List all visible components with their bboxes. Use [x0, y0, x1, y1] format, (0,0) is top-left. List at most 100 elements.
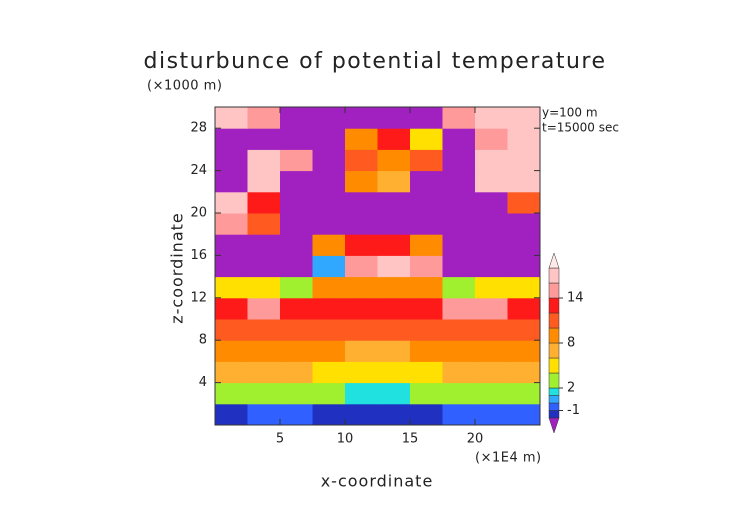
cell: [475, 361, 508, 384]
cell: [442, 276, 476, 299]
cell: [280, 340, 313, 362]
cell: [312, 128, 346, 150]
colorbar-band: [548, 402, 560, 411]
cell: [345, 255, 378, 278]
y-tick-label: 16: [190, 248, 207, 263]
cell: [377, 340, 411, 362]
x-tick-label: 15: [402, 432, 419, 447]
cell: [475, 340, 508, 362]
cell: [377, 403, 411, 426]
cell: [215, 403, 248, 426]
cell: [312, 234, 346, 256]
y-tick-label: 8: [199, 333, 207, 348]
cell: [280, 170, 313, 193]
cell: [345, 361, 378, 384]
cell: [215, 128, 248, 150]
cell: [442, 361, 476, 384]
cell: [507, 403, 541, 426]
cell: [475, 149, 508, 172]
cell: [410, 107, 443, 129]
cell: [377, 276, 411, 299]
cell: [215, 297, 248, 320]
cell: [475, 191, 508, 214]
cell: [215, 361, 248, 384]
cell: [345, 213, 378, 235]
cell: [377, 107, 411, 129]
colorbar-band: [548, 312, 560, 329]
cell: [215, 191, 248, 214]
annotation: y=100 m: [542, 106, 598, 120]
cell: [247, 276, 281, 299]
colorbar-band: [548, 372, 560, 389]
cell: [410, 255, 443, 278]
cell: [507, 213, 541, 235]
cell: [442, 213, 476, 235]
cell: [475, 255, 508, 278]
cell: [410, 319, 443, 341]
cell: [215, 213, 248, 235]
cell: [410, 276, 443, 299]
cell: [247, 107, 281, 129]
cell: [280, 276, 313, 299]
cell: [475, 107, 508, 129]
cell: [280, 234, 313, 256]
colorbar-under: [548, 417, 560, 434]
colorbar-tick-label: -1: [567, 403, 580, 418]
cell: [280, 297, 313, 320]
cell: [507, 128, 541, 150]
cell: [247, 128, 281, 150]
colorbar-band: [548, 327, 560, 344]
cell: [442, 234, 476, 256]
cell: [247, 403, 281, 426]
cell: [247, 170, 281, 193]
cell: [215, 255, 248, 278]
x-axis-label: x-coordinate: [321, 472, 434, 491]
cell: [507, 382, 541, 405]
cell: [507, 255, 541, 278]
cell: [442, 319, 476, 341]
cell: [247, 340, 281, 362]
cell: [345, 170, 378, 193]
colorbar-band: [548, 342, 560, 359]
colorbar-tick-label: 14: [567, 291, 584, 306]
cell: [247, 297, 281, 320]
cell: [507, 170, 541, 193]
cell: [410, 149, 443, 172]
x-tick-label: 20: [467, 432, 484, 447]
cell: [280, 255, 313, 278]
cell: [410, 170, 443, 193]
cell: [280, 403, 313, 426]
cell: [410, 297, 443, 320]
y-tick-label: 4: [199, 375, 207, 390]
cell: [442, 403, 476, 426]
cell: [377, 382, 411, 405]
x-unit: (×1E4 m): [475, 451, 542, 466]
cell: [475, 319, 508, 341]
y-unit: (×1000 m): [147, 79, 222, 94]
cell: [442, 340, 476, 362]
cell: [377, 319, 411, 341]
cell: [280, 361, 313, 384]
cell: [247, 382, 281, 405]
plot-frame: [214, 106, 541, 426]
cell: [215, 340, 248, 362]
cell: [280, 213, 313, 235]
cell: [377, 234, 411, 256]
cell: [247, 255, 281, 278]
cell: [312, 191, 346, 214]
cell: [345, 234, 378, 256]
cell: [507, 319, 541, 341]
cell: [312, 149, 346, 172]
colorbar-tick-label: 8: [567, 336, 575, 351]
cell: [475, 403, 508, 426]
cell: [507, 149, 541, 172]
y-axis-label: z-coordinate: [168, 212, 187, 324]
cell: [215, 149, 248, 172]
colorbar-band: [548, 357, 560, 374]
cell: [280, 149, 313, 172]
cell: [442, 382, 476, 405]
x-tick-label: 5: [276, 432, 284, 447]
cell: [410, 234, 443, 256]
y-tick-label: 20: [190, 206, 207, 221]
